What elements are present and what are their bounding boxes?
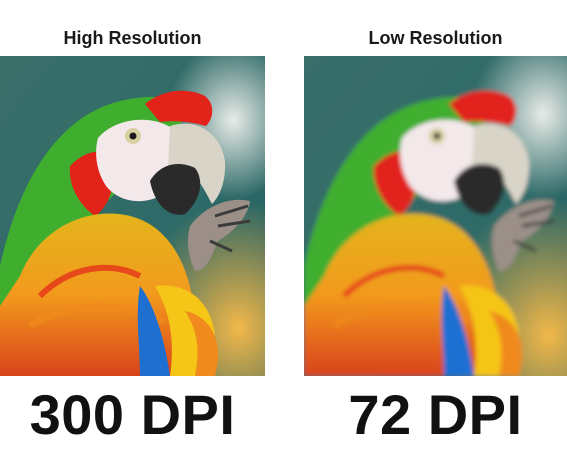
dpi-label: 300 DPI (29, 383, 236, 446)
panel-heading: High Resolution (63, 28, 202, 48)
high-resolution-panel: High Resolution (0, 0, 265, 454)
parrot-photo-sharp (0, 56, 265, 376)
parrot-photo-blurred (304, 56, 567, 376)
low-resolution-panel: Low Resolution (304, 0, 567, 454)
panel-heading: Low Resolution (368, 28, 503, 48)
dpi-label: 72 DPI (348, 383, 523, 446)
